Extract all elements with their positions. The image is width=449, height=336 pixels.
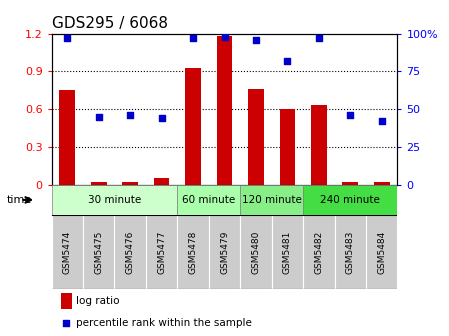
FancyBboxPatch shape [83, 215, 114, 289]
FancyBboxPatch shape [177, 215, 209, 289]
Bar [91, 182, 107, 185]
Text: 60 minute: 60 minute [182, 195, 235, 205]
FancyBboxPatch shape [114, 215, 146, 289]
Text: GSM5483: GSM5483 [346, 230, 355, 274]
FancyBboxPatch shape [52, 185, 177, 215]
FancyBboxPatch shape [303, 185, 397, 215]
Text: GSM5474: GSM5474 [63, 230, 72, 274]
Point [252, 37, 260, 42]
Point [378, 119, 385, 124]
Bar [343, 182, 358, 185]
Text: GSM5478: GSM5478 [189, 230, 198, 274]
Text: GSM5484: GSM5484 [377, 230, 386, 274]
FancyBboxPatch shape [366, 215, 397, 289]
FancyBboxPatch shape [52, 215, 83, 289]
Bar [311, 106, 327, 185]
FancyBboxPatch shape [240, 185, 303, 215]
Text: percentile rank within the sample: percentile rank within the sample [76, 318, 252, 328]
Text: GDS295 / 6068: GDS295 / 6068 [52, 16, 167, 31]
Bar [248, 89, 264, 185]
Bar [185, 68, 201, 185]
Text: GSM5477: GSM5477 [157, 230, 166, 274]
Text: GSM5476: GSM5476 [126, 230, 135, 274]
Bar [154, 178, 170, 185]
Point [127, 113, 134, 118]
Text: GSM5475: GSM5475 [94, 230, 103, 274]
FancyBboxPatch shape [303, 215, 335, 289]
Bar [122, 182, 138, 185]
Point [158, 116, 165, 121]
Bar [217, 36, 233, 185]
Text: GSM5482: GSM5482 [314, 230, 323, 274]
Text: GSM5480: GSM5480 [251, 230, 260, 274]
Bar [61, 293, 72, 308]
Point [315, 35, 322, 41]
FancyBboxPatch shape [272, 215, 303, 289]
Point [221, 34, 228, 39]
Bar [279, 109, 295, 185]
Point [347, 113, 354, 118]
Point [95, 114, 102, 120]
Point [64, 35, 71, 41]
Point [189, 35, 197, 41]
Point [284, 58, 291, 64]
FancyBboxPatch shape [240, 215, 272, 289]
Text: 30 minute: 30 minute [88, 195, 141, 205]
Text: 120 minute: 120 minute [242, 195, 302, 205]
FancyBboxPatch shape [146, 215, 177, 289]
Bar [59, 90, 75, 185]
FancyBboxPatch shape [177, 185, 240, 215]
Text: 240 minute: 240 minute [320, 195, 380, 205]
Bar [374, 182, 390, 185]
Text: GSM5481: GSM5481 [283, 230, 292, 274]
Text: time: time [7, 195, 32, 205]
FancyBboxPatch shape [209, 215, 240, 289]
Text: log ratio: log ratio [76, 296, 120, 306]
FancyBboxPatch shape [335, 215, 366, 289]
Point [62, 320, 70, 326]
Text: GSM5479: GSM5479 [220, 230, 229, 274]
